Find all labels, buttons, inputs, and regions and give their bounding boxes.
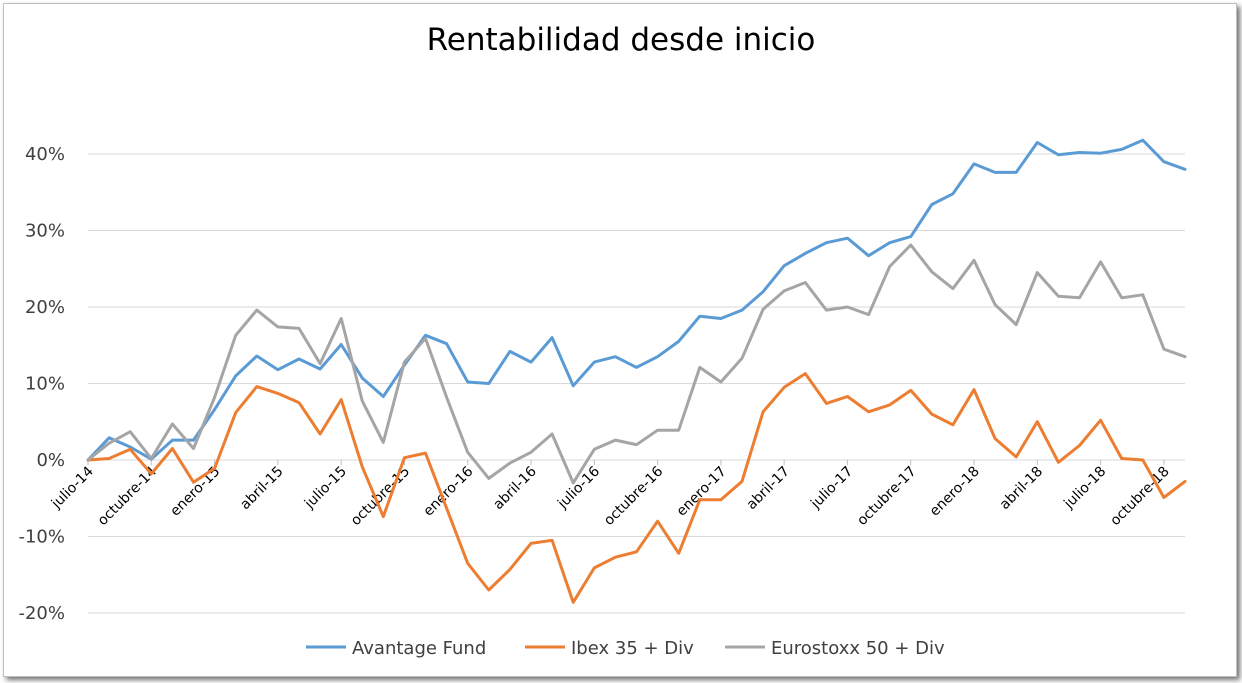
y-tick-label: 10% <box>25 374 65 395</box>
x-tick-label: octubre-16 <box>601 463 666 528</box>
y-tick-label: 20% <box>25 297 65 318</box>
x-tick-label: octubre-17 <box>854 464 919 529</box>
y-tick-label: 30% <box>25 221 65 242</box>
chart-frame <box>3 3 1237 677</box>
y-tick-label: -10% <box>18 527 65 548</box>
x-tick-label: julio-15 <box>301 464 350 513</box>
series-line-0 <box>86 138 1187 462</box>
legend: Avantage Fund Ibex 35 + Div Eurostoxx 50 +… <box>306 638 945 659</box>
x-tick-label: octubre-15 <box>348 464 413 529</box>
x-tick-label: enero-15 <box>167 464 223 520</box>
x-tick-label: julio-16 <box>554 463 603 512</box>
gridlines <box>88 153 1185 614</box>
legend-label: Ibex 35 + Div <box>571 638 694 659</box>
y-tick-label: 40% <box>25 144 65 165</box>
legend-label: Avantage Fund <box>352 638 486 659</box>
series-line-2 <box>86 243 1187 485</box>
y-tick-label: 0% <box>36 450 65 471</box>
chart-title: Rentabilidad desde inicio <box>426 22 816 58</box>
x-tick-label: abril-15 <box>237 464 286 513</box>
legend-label: Eurostoxx 50 + Div <box>771 638 945 659</box>
x-tick-label: abril-18 <box>997 464 1046 513</box>
x-tick-label: julio-18 <box>1060 464 1109 513</box>
x-tick-label: julio-17 <box>807 464 856 513</box>
series-lines <box>86 138 1187 604</box>
series-line-1 <box>86 372 1187 604</box>
x-tick-label: enero-18 <box>927 464 983 520</box>
x-tick-label: abril-17 <box>744 464 793 513</box>
y-tick-label: -20% <box>18 603 65 624</box>
y-axis-ticks: 40% 30% 20% 10% 0% -10% -20% <box>18 144 65 624</box>
x-tick-label: enero-17 <box>674 464 730 520</box>
